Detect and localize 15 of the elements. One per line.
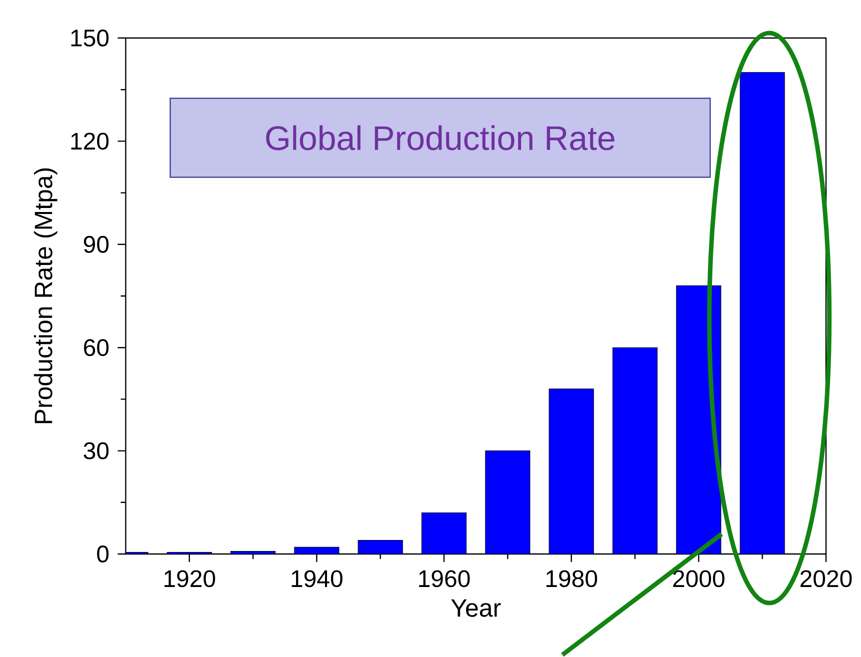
y-tick-label: 120 (71, 132, 109, 150)
text: Global Production Rate (266, 125, 614, 150)
y-tick-label: 30 (84, 442, 109, 460)
x-axis-title: Year (451, 600, 501, 618)
x-tick-label: 2000 (673, 570, 724, 588)
y-tick-label: 150 (71, 30, 109, 47)
x-tick-label: 2020 (800, 570, 852, 588)
x-tick-label: 1960 (419, 570, 470, 588)
x-tick-label: 1980 (546, 570, 598, 588)
y-tick-label: 0 (97, 546, 109, 563)
y-axis-title: Production Rate (Mtpa) (34, 168, 58, 424)
x-tick-label: 1920 (164, 570, 216, 588)
y-tick-label: 90 (84, 236, 109, 254)
y-tick-label: 60 (84, 339, 109, 356)
x-tick-label: 1940 (292, 570, 342, 588)
